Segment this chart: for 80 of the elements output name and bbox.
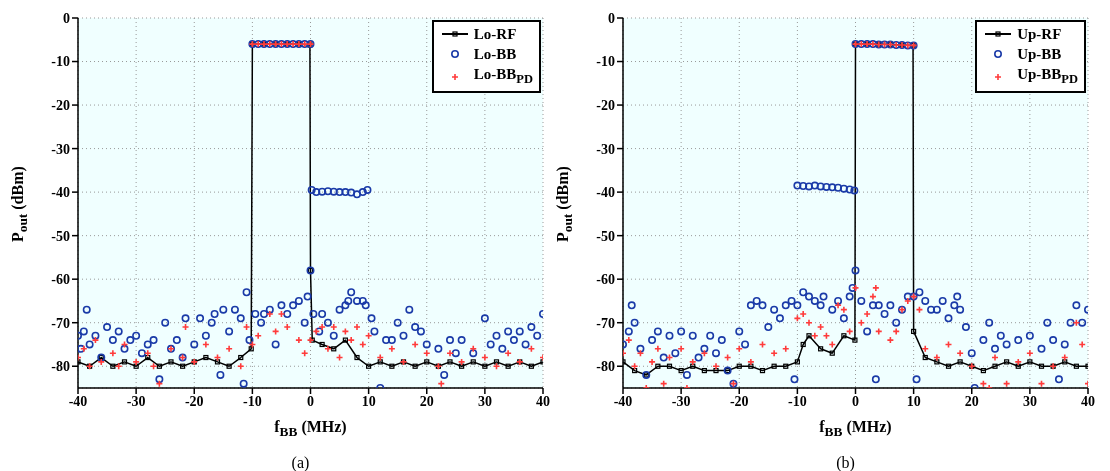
y-tick-label: -80: [596, 359, 615, 375]
x-axis-title: f$_{BB}$ (MHz): [273, 417, 348, 440]
point: [354, 354, 360, 361]
x-tick-label: 40: [536, 393, 550, 409]
x-tick-label: -30: [126, 393, 146, 409]
x-tick-label: -10: [243, 393, 262, 409]
x-tick-label: 30: [477, 393, 492, 409]
x-tick-label: 10: [361, 393, 376, 409]
point: [841, 333, 847, 339]
y-tick-label: -30: [596, 141, 615, 157]
point: [852, 337, 858, 343]
y-tick-label: -10: [51, 54, 70, 70]
point: [957, 359, 963, 365]
x-tick-label: -20: [729, 393, 749, 409]
y-tick-label: -50: [596, 228, 615, 244]
legend-label: Lo-BB: [473, 45, 517, 64]
x-tick-label: 10: [906, 393, 921, 409]
point: [493, 359, 500, 365]
x-tick-label: 0: [307, 393, 314, 409]
point: [447, 359, 453, 365]
y-tick-label: -20: [51, 98, 70, 114]
x-axis-title: f$_{BB}$ (MHz): [818, 417, 893, 440]
point: [1004, 359, 1010, 365]
point: [470, 359, 476, 365]
text: (a): [290, 454, 311, 471]
y-tick-label: -70: [596, 315, 615, 331]
y-tick-label: -40: [51, 185, 70, 201]
point: [806, 333, 812, 339]
point: [992, 363, 998, 369]
point: [342, 337, 348, 343]
y-tick-label: -80: [51, 359, 70, 375]
point: [203, 354, 209, 361]
point: [412, 363, 418, 369]
y-tick-label: -20: [596, 98, 615, 114]
y-tick-label: -10: [596, 54, 615, 70]
text: (b): [835, 454, 856, 471]
point: [110, 363, 116, 369]
point: [505, 363, 511, 369]
y-tick-label: -60: [51, 272, 70, 288]
point: [133, 363, 139, 369]
x-tick-label: -40: [68, 393, 88, 409]
point: [1062, 359, 1068, 365]
y-tick-label: -30: [51, 141, 70, 157]
x-tick-label: 30: [1022, 393, 1037, 409]
point: [424, 359, 430, 365]
point: [1027, 359, 1033, 365]
point: [319, 341, 325, 348]
x-tick-label: 20: [964, 393, 979, 409]
y-tick-label: 0: [63, 10, 70, 26]
y-tick-label: -50: [51, 228, 70, 244]
x-tick-label: 20: [419, 393, 434, 409]
point: [214, 359, 221, 365]
x-tick-label: 0: [852, 393, 859, 409]
x-tick-label: -40: [613, 393, 633, 409]
legend-label: Up-BB: [1017, 45, 1062, 64]
legend-label: Lo-BB$_{PD}$: [473, 65, 533, 88]
x-tick-label: -10: [788, 393, 807, 409]
point: [226, 363, 232, 369]
x-tick-label: -30: [671, 393, 691, 409]
point: [121, 359, 128, 365]
point: [934, 359, 940, 365]
point: [678, 367, 684, 374]
point: [377, 359, 383, 365]
point: [794, 359, 800, 365]
y-tick-label: -70: [51, 315, 70, 331]
point: [748, 363, 754, 369]
point: [389, 363, 395, 369]
point: [168, 359, 174, 365]
y-tick-label: -40: [596, 185, 615, 201]
x-tick-label: 40: [1081, 393, 1095, 409]
x-tick-label: -20: [184, 393, 204, 409]
point: [713, 367, 719, 374]
point: [655, 363, 661, 369]
y-tick-label: 0: [608, 10, 615, 26]
legend-label: Up-BB$_{PD}$: [1017, 65, 1078, 88]
legend-label: Up-RF: [1017, 25, 1062, 44]
point: [771, 363, 777, 369]
point: [482, 363, 488, 369]
legend-label: Lo-RF: [473, 25, 517, 44]
y-tick-label: -60: [596, 272, 615, 288]
